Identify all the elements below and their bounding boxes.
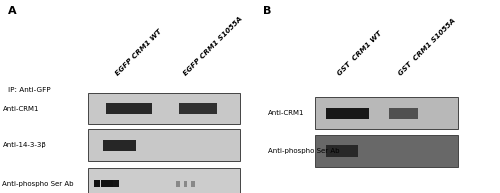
Text: GST  CRM1 WT: GST CRM1 WT <box>336 30 383 77</box>
Bar <box>94 180 100 187</box>
Bar <box>179 103 217 114</box>
Bar <box>326 108 369 119</box>
Text: EGFP CRM1 S1055A: EGFP CRM1 S1055A <box>182 16 243 77</box>
Text: Anti-phospho Ser Ab: Anti-phospho Ser Ab <box>268 148 339 154</box>
Bar <box>176 181 180 186</box>
Bar <box>101 180 112 187</box>
Bar <box>106 103 152 114</box>
Bar <box>326 145 358 157</box>
Text: IP: Anti-GFP: IP: Anti-GFP <box>8 87 50 93</box>
Bar <box>88 129 240 161</box>
Text: Anti-CRM1: Anti-CRM1 <box>2 106 39 112</box>
Text: Anti-CRM1: Anti-CRM1 <box>268 110 304 116</box>
Text: GST  CRM1 S1055A: GST CRM1 S1055A <box>398 18 457 77</box>
Bar <box>315 97 458 129</box>
Bar <box>103 140 136 151</box>
Bar <box>315 135 458 167</box>
Text: Anti-phospho Ser Ab: Anti-phospho Ser Ab <box>2 181 74 187</box>
Text: B: B <box>262 6 271 16</box>
Text: Anti-14-3-3β: Anti-14-3-3β <box>2 142 46 148</box>
Bar <box>114 180 119 187</box>
Text: EGFP CRM1 WT: EGFP CRM1 WT <box>115 29 164 77</box>
Bar <box>88 93 240 124</box>
Bar <box>191 181 195 186</box>
Bar <box>88 168 240 193</box>
Text: A: A <box>8 6 16 16</box>
Bar <box>389 108 418 119</box>
Bar <box>184 181 188 186</box>
